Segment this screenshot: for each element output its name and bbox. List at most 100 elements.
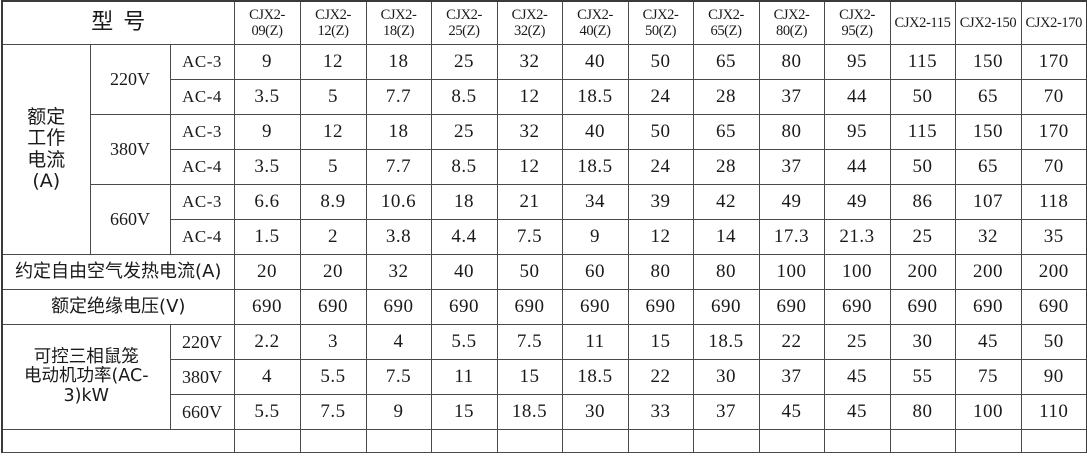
cell-value: 200 [889,254,956,290]
cell-value: 3 [299,324,367,360]
row-label-thermal-current: 约定自由空气发热电流(A) [1,254,235,290]
cell-value: 25 [823,324,891,360]
cell-value: 115 [889,44,956,80]
cell-value: 4.4 [430,219,498,255]
cell-value: 37 [758,359,825,395]
table-row: 380V AC-3 9 12 18 25 32 40 50 65 80 95 1… [2,114,1087,185]
clipped-cell [823,429,891,453]
table-row-clipped [1,429,1087,453]
cell-value: 20 [233,254,301,290]
clipped-cell [889,429,956,453]
cell-value: 60 [561,254,629,290]
table-row: 额定 工作 电流 (A) 220V AC-3 9 12 18 25 32 40 … [1,44,1087,255]
cell-value: 8.5 [430,149,498,185]
cell-value: 15 [496,359,563,395]
model-header-1: CJX2-12(Z) [299,0,367,45]
cell-value: 12 [299,44,367,80]
cell-value: 25 [889,219,956,255]
cell-value: 40 [561,114,629,150]
voltage-label-660v-current: 660V [89,184,171,255]
cell-value: 44 [823,79,891,115]
ac-type-label: AC-4 [169,79,235,115]
cell-value: 690 [233,289,301,325]
clipped-label-cell [1,429,235,453]
cell-value: 33 [627,394,694,430]
table-row: 660V AC-3 6.6 8.9 10.6 18 21 34 39 42 49… [2,184,1087,255]
cell-value: 44 [823,149,891,185]
cell-value: 75 [954,359,1022,395]
model-header-2: CJX2-18(Z) [365,0,432,45]
cell-value: 7.5 [365,359,432,395]
clipped-cell [299,429,367,453]
cell-value: 49 [758,184,825,220]
cell-value: 24 [627,79,694,115]
cell-value: 32 [365,254,432,290]
model-header-label: 型号 [1,0,235,45]
clipped-cell [365,429,432,453]
cell-value: 9 [233,44,301,80]
cell-value: 7.7 [365,149,432,185]
ac-type-label: AC-3 [169,184,235,220]
model-header-11: CJX2-150 [954,0,1022,45]
cell-value: 80 [627,254,694,290]
cell-value: 12 [299,114,367,150]
model-header-7: CJX2-65(Z) [692,0,760,45]
cell-value: 11 [430,359,498,395]
ac-type-label: AC-3 [169,114,235,150]
cell-value: 20 [299,254,367,290]
cell-value: 690 [954,289,1022,325]
table-row: 660V 5.5 7.5 9 15 18.5 30 33 37 45 45 80… [2,394,1087,430]
table-header: 型号 CJX2-09(Z) CJX2-12(Z) CJX2-18(Z) CJX2… [1,0,1087,45]
cell-value: 15 [627,324,694,360]
cell-value: 11 [561,324,629,360]
motor-power-line-0: 可控三相鼠笼 [33,346,139,367]
clipped-cell [758,429,825,453]
cell-value: 50 [889,79,956,115]
cell-value: 7.5 [496,324,563,360]
cell-value: 3.5 [233,79,301,115]
cell-value: 95 [823,44,891,80]
cell-value: 37 [758,79,825,115]
row-label-motor-power: 可控三相鼠笼 电动机功率(AC-3)kW [1,324,171,430]
cell-value: 690 [889,289,956,325]
clipped-cell [496,429,563,453]
cell-value: 100 [954,394,1022,430]
cell-value: 690 [496,289,563,325]
cell-value: 2.2 [233,324,301,360]
clipped-cell [561,429,629,453]
cell-value: 45 [823,394,891,430]
cell-value: 22 [758,324,825,360]
cell-value: 150 [954,114,1022,150]
cell-value: 690 [365,289,432,325]
cell-value: 5.5 [430,324,498,360]
cell-value: 80 [758,114,825,150]
cell-value: 200 [1020,254,1087,290]
cell-value: 45 [758,394,825,430]
voltage-label-660v-power: 660V [169,394,235,430]
model-header-10: CJX2-115 [889,0,956,45]
cell-value: 6.6 [233,184,301,220]
clipped-cell [430,429,498,453]
table-row: AC-4 3.5 5 7.7 8.5 12 18.5 24 28 37 44 5… [2,149,1087,185]
cell-value: 42 [692,184,760,220]
cell-value: 4 [365,324,432,360]
table-row: 约定自由空气发热电流(A) 20 20 32 40 50 60 80 80 10… [1,254,1087,290]
cell-value: 50 [1020,324,1087,360]
cell-value: 5.5 [299,359,367,395]
cell-value: 37 [758,149,825,185]
cell-value: 5 [299,79,367,115]
clipped-cell [627,429,694,453]
cell-value: 40 [561,44,629,80]
cell-value: 32 [954,219,1022,255]
cell-value: 100 [758,254,825,290]
table-body: 额定 工作 电流 (A) 220V AC-3 9 12 18 25 32 40 … [1,44,1087,453]
cell-value: 18 [365,114,432,150]
cell-value: 12 [496,79,563,115]
cell-value: 7.5 [299,394,367,430]
row-label-insulation-voltage: 额定绝缘电压(V) [1,289,235,325]
cell-value: 690 [1020,289,1087,325]
cell-value: 2 [299,219,367,255]
cell-value: 80 [758,44,825,80]
cell-value: 22 [627,359,694,395]
cell-value: 7.7 [365,79,432,115]
